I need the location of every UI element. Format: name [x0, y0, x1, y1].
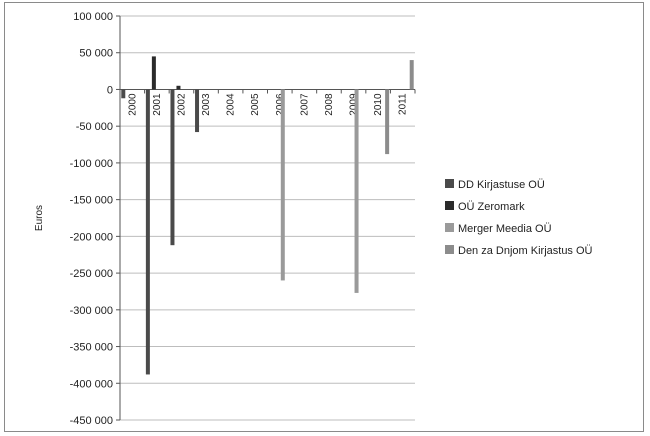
bar: [145, 89, 150, 375]
x-tick-label: 2010: [373, 93, 384, 116]
y-tick-label: 50 000: [79, 48, 113, 60]
y-tick-label: -250 000: [70, 268, 113, 280]
legend-label: DD Kirjastuse OÜ: [458, 179, 545, 191]
y-tick-label: -450 000: [70, 415, 113, 427]
y-tick-label: 100 000: [73, 11, 113, 23]
x-tick-label: 2005: [250, 93, 261, 116]
legend-swatch: [445, 245, 454, 254]
x-tick-label: 2011: [398, 93, 409, 115]
y-tick-label: -150 000: [70, 195, 113, 207]
bar: [195, 89, 200, 133]
x-tick-label: 2003: [201, 93, 212, 116]
y-tick-label: -400 000: [70, 378, 113, 390]
y-tick-label: -300 000: [70, 305, 113, 317]
chart-frame: [4, 2, 644, 432]
y-axis-label: Euros: [34, 205, 45, 231]
y-tick-label: -200 000: [70, 231, 113, 243]
legend-label: OÜ Zeromark: [458, 201, 525, 213]
x-tick-label: 2001: [152, 93, 163, 116]
x-tick-label: 2008: [324, 93, 335, 116]
bar: [354, 89, 359, 293]
legend-swatch: [445, 179, 454, 188]
y-tick-label: -50 000: [76, 121, 113, 133]
legend-label: Den za Dnjom Kirjastus OÜ: [458, 245, 593, 257]
bar: [170, 89, 175, 246]
bar: [151, 56, 156, 90]
bar: [409, 60, 414, 90]
bar: [385, 89, 390, 155]
x-tick-label: 2004: [226, 93, 237, 116]
y-tick-label: -350 000: [70, 342, 113, 354]
bar: [280, 89, 285, 281]
bar: [176, 85, 181, 90]
y-tick-label: -100 000: [70, 158, 113, 170]
x-tick-label: 2009: [349, 93, 360, 116]
x-tick-label: 2000: [127, 93, 138, 116]
x-tick-label: 2006: [275, 93, 286, 116]
x-tick-label: 2002: [176, 93, 187, 116]
legend-swatch: [445, 201, 454, 210]
y-tick-label: 0: [107, 84, 113, 96]
legend-swatch: [445, 223, 454, 232]
legend-label: Merger Meedia OÜ: [458, 223, 552, 235]
bar: [121, 89, 126, 99]
x-tick-label: 2007: [299, 93, 310, 116]
